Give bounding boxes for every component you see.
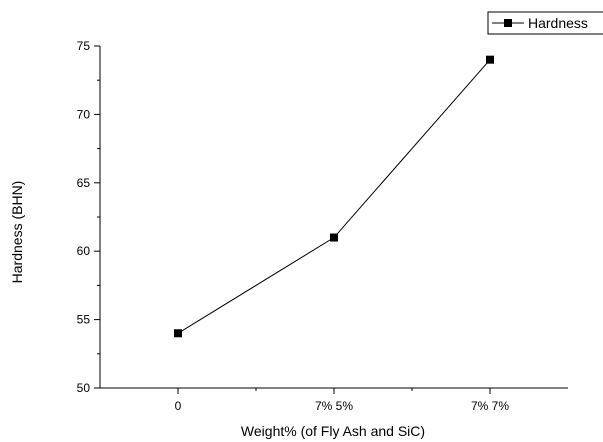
axes [99,46,568,389]
y-tick-label: 60 [77,244,91,258]
legend-box [487,11,603,35]
y-tick-label: 55 [77,313,91,327]
legend-label: Hardness [528,15,588,31]
y-tick-label: 75 [77,39,91,53]
legend-marker [504,19,512,27]
y-tick-label: 70 [77,107,91,121]
legend: Hardness [487,11,603,35]
x-axis-title: Weight% (of Fly Ash and SiC) [241,423,425,439]
y-tick-label: 50 [77,381,91,395]
x-tick-label: 7% 7% [471,399,509,413]
series [174,55,494,338]
x-tick-label: 0 [175,399,182,413]
data-point [330,233,338,242]
data-point [174,329,182,338]
x-tick-label: 7% 5% [315,399,353,413]
y-axis-title: Hardness (BHN) [9,181,25,284]
series-line-hardness [177,59,491,334]
y-tick-label: 65 [77,176,91,190]
ticks: 50 55 60 65 70 75 0 7% 5% 7% 7% [77,39,510,413]
data-point [486,55,494,64]
